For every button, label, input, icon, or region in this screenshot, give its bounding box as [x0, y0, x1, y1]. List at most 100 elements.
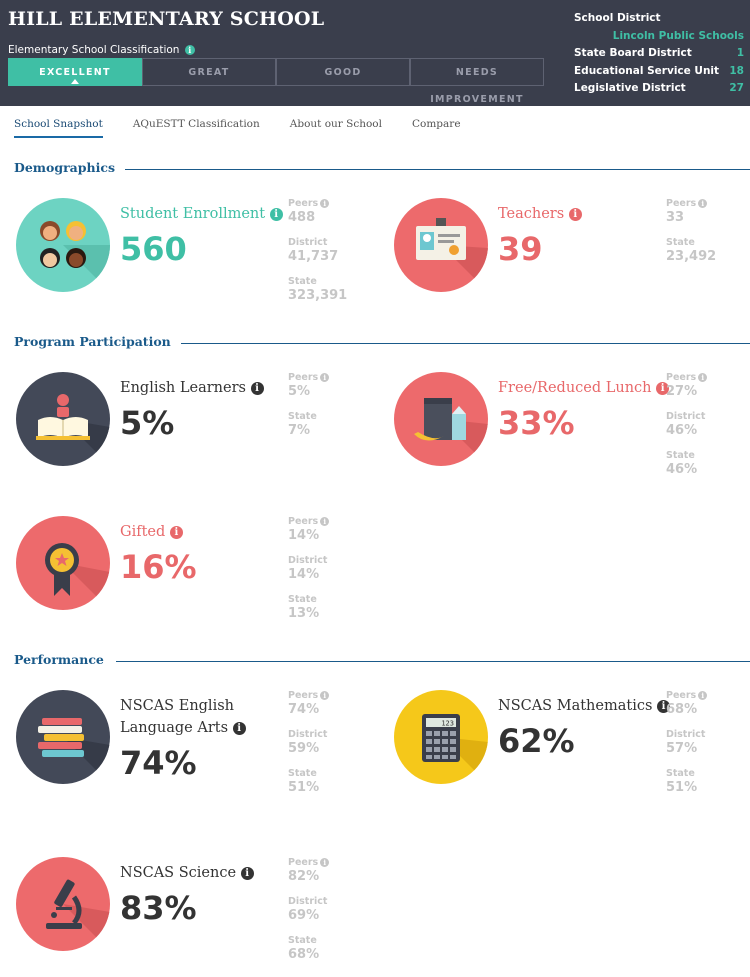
english-learners-value: 5%: [120, 404, 175, 442]
math-label: NSCAS Mathematics i: [498, 695, 670, 717]
lunch-label: Free/Reduced Lunch i: [498, 377, 670, 399]
classification-label: Elementary School Classification i: [8, 44, 195, 56]
esu-row: Educational Service Unit 18: [574, 64, 744, 77]
gifted-value: 16%: [120, 548, 197, 586]
lunch-info-icon[interactable]: i: [656, 382, 670, 395]
peers-label: Peers i: [666, 371, 746, 385]
english-learners-state-value: 7%: [288, 423, 311, 438]
gifted-comparisons: Peers i 14% District 14% State 13%: [288, 515, 368, 632]
calculator-display: 123: [441, 720, 454, 728]
district-label: District: [288, 555, 328, 566]
english-learners-label: English Learners i: [120, 377, 264, 399]
peers-info-icon[interactable]: i: [698, 373, 708, 382]
enrollment-comparisons: Peers i 488 District 41,737 State 323,391: [288, 197, 368, 314]
legislative-district-row: Legislative District 27: [574, 82, 744, 94]
rating-great[interactable]: GREAT: [142, 58, 276, 86]
tab-compare[interactable]: Compare: [412, 118, 461, 130]
lunch-comparisons: Peers i 27% District 46% State 46%: [666, 371, 746, 488]
ela-state-value: 51%: [288, 780, 320, 795]
gifted-info-icon[interactable]: i: [169, 526, 183, 539]
peers-info-icon[interactable]: i: [320, 517, 330, 526]
english-learners-comparisons: Peers i 5% State 7%: [288, 371, 368, 449]
state-label: State: [666, 237, 695, 248]
enrollment-peers-value: 488: [288, 210, 316, 225]
section-divider: [178, 343, 750, 344]
active-rating-caret-icon: [71, 79, 79, 84]
peers-info-icon[interactable]: i: [698, 691, 708, 700]
lunch-value: 33%: [498, 404, 575, 442]
enrollment-state-value: 323,391: [288, 288, 348, 303]
section-title-demographics: Demographics: [14, 160, 126, 175]
math-peers-value: 68%: [666, 702, 698, 717]
science-value: 83%: [120, 889, 197, 927]
classification-info-icon[interactable]: i: [184, 45, 195, 55]
id-badge-icon: [394, 198, 488, 292]
section-divider: [116, 661, 750, 662]
district-label: District: [666, 411, 706, 422]
rating-bar: EXCELLENT GREAT GOOD NEEDS IMPROVEMENT: [8, 58, 544, 105]
open-book-icon: [16, 372, 110, 466]
state-label: State: [288, 768, 317, 779]
district-label: District: [666, 729, 706, 740]
ela-label: NSCAS English Language Arts i: [120, 695, 246, 739]
tab-school-snapshot[interactable]: School Snapshot: [14, 118, 103, 138]
gifted-district-value: 14%: [288, 567, 320, 582]
district-info: School District Lincoln Public Schools S…: [574, 10, 744, 98]
books-stack-icon: [16, 690, 110, 784]
tab-about-our-school[interactable]: About our School: [289, 118, 382, 130]
school-header: HILL ELEMENTARY SCHOOL Elementary School…: [0, 0, 750, 106]
ela-info-icon[interactable]: i: [232, 722, 246, 735]
lunch-peers-value: 27%: [666, 384, 698, 399]
ela-peers-value: 74%: [288, 702, 320, 717]
ela-comparisons: Peers i 74% District 59% State 51%: [288, 689, 368, 806]
peers-info-icon[interactable]: i: [320, 373, 330, 382]
teachers-label: Teachers i: [498, 203, 582, 225]
science-state-value: 68%: [288, 947, 320, 962]
science-info-icon[interactable]: i: [240, 867, 254, 880]
section-title-performance: Performance: [14, 652, 114, 667]
teachers-value: 39: [498, 230, 543, 268]
state-board-district-row: State Board District 1: [574, 47, 744, 59]
math-info-icon[interactable]: i: [657, 700, 670, 713]
teachers-info-icon[interactable]: i: [568, 208, 582, 221]
calculator-icon: 123: [394, 690, 488, 784]
peers-label: Peers i: [666, 689, 746, 703]
state-label: State: [666, 768, 695, 779]
math-state-value: 51%: [666, 780, 698, 795]
nav-tabs: School Snapshot AQuESTT Classification A…: [14, 118, 491, 138]
teachers-comparisons: Peers i 33 State 23,492: [666, 197, 746, 275]
state-label: State: [288, 935, 317, 946]
peers-info-icon[interactable]: i: [320, 691, 330, 700]
peers-label: Peers i: [288, 515, 368, 529]
district-label: District: [288, 729, 328, 740]
gifted-peers-value: 14%: [288, 528, 320, 543]
science-peers-value: 82%: [288, 869, 320, 884]
district-name-link[interactable]: Lincoln Public Schools: [612, 29, 744, 42]
peers-info-icon[interactable]: i: [698, 199, 708, 208]
peers-info-icon[interactable]: i: [320, 199, 330, 208]
rating-good[interactable]: GOOD: [276, 58, 410, 86]
science-comparisons: Peers i 82% District 69% State 68%: [288, 856, 368, 973]
state-label: State: [288, 276, 317, 287]
rating-excellent[interactable]: EXCELLENT: [8, 58, 142, 86]
lunch-bag-icon: [394, 372, 488, 466]
ela-value: 74%: [120, 744, 197, 782]
section-divider: [120, 169, 750, 170]
district-label: District: [288, 896, 328, 907]
peers-label: Peers i: [288, 197, 368, 211]
enrollment-info-icon[interactable]: i: [269, 208, 283, 221]
award-ribbon-icon: [16, 516, 110, 610]
science-label: NSCAS Science i: [120, 862, 254, 884]
microscope-icon: [16, 857, 110, 951]
peers-info-icon[interactable]: i: [320, 858, 330, 867]
peers-label: Peers i: [288, 371, 368, 385]
enrollment-label: Student Enrollment i: [120, 203, 283, 225]
classification-label-text: Elementary School Classification: [8, 44, 180, 56]
district-label-row: School District: [574, 12, 661, 24]
english-learners-info-icon[interactable]: i: [250, 382, 264, 395]
rating-needs-improvement[interactable]: NEEDS IMPROVEMENT: [410, 58, 544, 105]
tab-aquestt-classification[interactable]: AQuESTT Classification: [132, 118, 260, 130]
teachers-peers-value: 33: [666, 210, 685, 225]
lunch-district-value: 46%: [666, 423, 698, 438]
english-learners-peers-value: 5%: [288, 384, 311, 399]
